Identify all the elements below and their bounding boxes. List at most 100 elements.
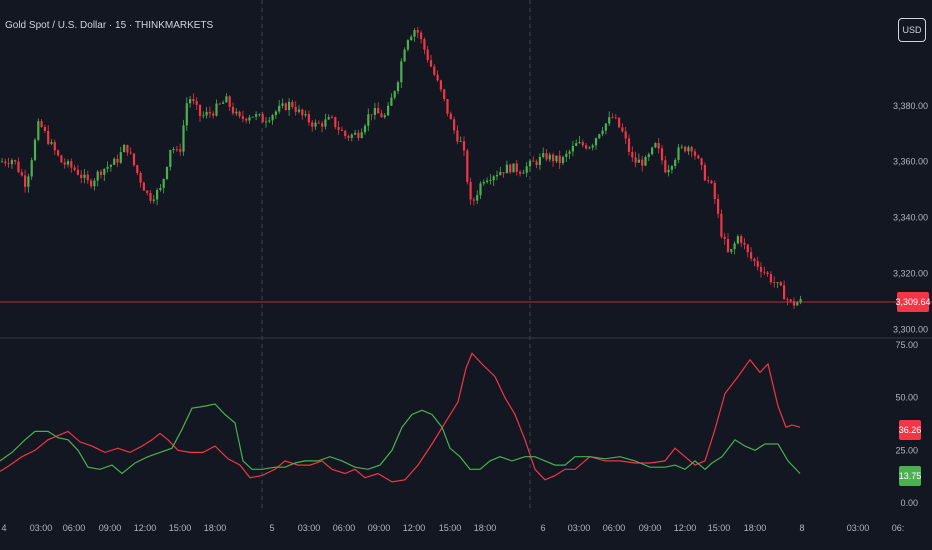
candle-body: [769, 274, 772, 283]
candle-body: [198, 104, 202, 116]
candle-body: [657, 143, 660, 149]
candle-body: [169, 149, 172, 167]
candle-body: [710, 180, 713, 184]
candle-body: [512, 163, 515, 173]
indicator-axis[interactable]: 75.00 50.00 25.00 0.00: [895, 340, 918, 508]
time-tick-label: 12:00: [134, 523, 157, 533]
candle-body: [697, 155, 700, 159]
candle-body: [321, 123, 324, 127]
candle-body: [301, 109, 304, 116]
candle-body: [370, 114, 373, 116]
candle-body: [195, 101, 198, 105]
candle-body: [271, 115, 274, 121]
candle-body: [509, 164, 512, 173]
candle-body: [535, 161, 538, 166]
indicator-tick-label: 0.00: [900, 498, 918, 508]
candle-body: [0, 161, 4, 163]
candle-body: [489, 180, 492, 181]
candle-body: [700, 158, 703, 166]
candle-body: [284, 103, 287, 110]
candle-body: [268, 120, 271, 122]
candle-body: [63, 162, 66, 165]
candle-body: [324, 119, 327, 127]
candle-body: [466, 150, 469, 182]
candle-body: [106, 166, 109, 169]
last-price-label: 3,309.64: [895, 292, 931, 312]
candle-body: [453, 119, 456, 131]
candle-body: [294, 106, 297, 112]
candle-body: [565, 153, 568, 157]
candle-body: [677, 147, 680, 160]
time-tick-label: 09:00: [368, 523, 391, 533]
time-tick-label: 06:: [892, 523, 905, 533]
candle-body: [581, 142, 584, 146]
candle-body: [684, 146, 687, 152]
candle-body: [406, 40, 409, 50]
candle-body: [426, 49, 429, 61]
candle-body: [390, 97, 393, 106]
indicator-red-value: 36.26: [899, 420, 921, 440]
candle-body: [462, 141, 466, 151]
candle-body: [492, 176, 495, 181]
candle-body: [759, 266, 763, 272]
candle-body: [80, 174, 83, 178]
candle-body: [578, 142, 581, 144]
candle-body: [604, 123, 607, 131]
candle-body: [571, 145, 574, 152]
candle-body: [707, 180, 710, 182]
candle-body: [152, 199, 155, 201]
candle-body: [162, 178, 165, 188]
candle-body: [796, 302, 799, 306]
candle-body: [776, 282, 779, 283]
price-axis[interactable]: 3,380.00 3,360.00 3,340.00 3,320.00 3,300.00: [893, 101, 928, 335]
candle-body: [733, 243, 736, 250]
candle-body: [73, 167, 76, 170]
time-axis[interactable]: 4 03:00 06:00 09:00 12:00 15:00 18:00 5 03:00 06:…: [1, 523, 904, 533]
candle-body: [647, 154, 650, 157]
time-tick-label: 12:00: [674, 523, 697, 533]
candle-body: [449, 113, 452, 120]
candle-body: [766, 272, 769, 275]
candle-body: [588, 147, 591, 149]
candle-body: [248, 117, 251, 121]
indicator-green-line: [0, 403, 801, 475]
currency-button[interactable]: USD: [898, 18, 926, 42]
candle-body: [713, 183, 716, 200]
candle-body: [783, 285, 786, 300]
candle-body: [165, 166, 169, 179]
price-tick-label: 3,320.00: [893, 269, 928, 279]
price-candles: [0, 26, 802, 309]
candle-body: [575, 143, 578, 146]
candle-body: [311, 122, 314, 127]
candle-body: [225, 96, 228, 103]
candle-body: [792, 301, 796, 306]
candle-body: [139, 173, 142, 183]
candle-body: [281, 103, 284, 106]
candle-body: [446, 99, 449, 114]
candle-body: [344, 130, 347, 137]
candle-body: [420, 32, 423, 40]
indicator-tick-label: 50.00: [895, 393, 918, 403]
candle-body: [377, 108, 380, 114]
indicator-green-value: 13.75: [899, 466, 921, 486]
candle-body: [552, 154, 555, 162]
price-tick-label: 3,340.00: [893, 213, 928, 223]
candle-body: [664, 160, 667, 173]
candle-body: [179, 149, 182, 152]
candle-body: [598, 134, 601, 139]
candle-body: [347, 136, 350, 138]
candle-body: [627, 138, 631, 152]
candle-body: [601, 130, 604, 135]
candle-body: [723, 236, 726, 240]
candle-body: [96, 171, 99, 181]
candle-body: [726, 239, 730, 252]
candle-body: [264, 121, 268, 123]
time-tick-label: 6: [540, 523, 545, 533]
candle-body: [360, 132, 363, 138]
candle-body: [142, 182, 145, 191]
candle-body: [274, 111, 277, 116]
time-tick-label: 8: [799, 523, 804, 533]
candle-body: [469, 181, 472, 200]
time-tick-label: 03:00: [298, 523, 321, 533]
